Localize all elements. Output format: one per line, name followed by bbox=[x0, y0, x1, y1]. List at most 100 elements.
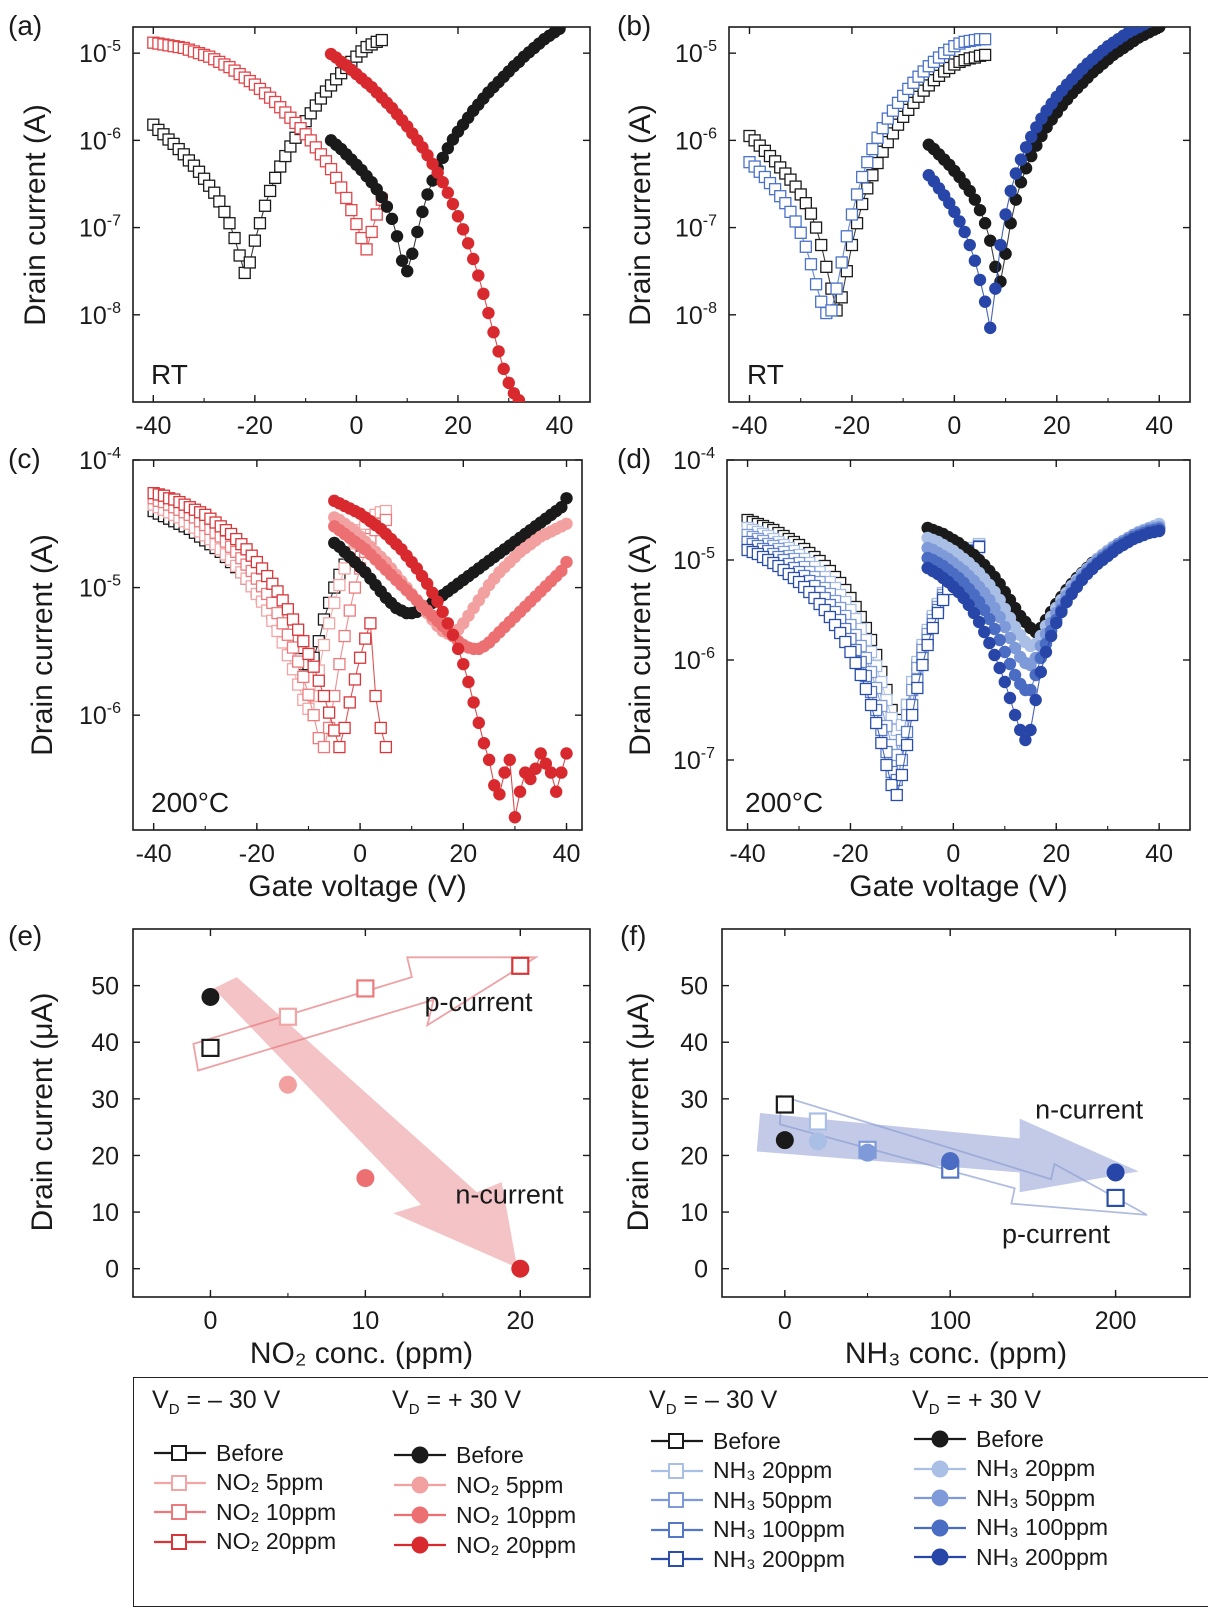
legend-square bbox=[668, 1492, 684, 1508]
data-point-circle bbox=[984, 321, 997, 335]
legend-item-label: Before bbox=[713, 1427, 781, 1454]
data-point-square bbox=[799, 240, 812, 253]
legend-item-label: NH₃ 20ppm bbox=[713, 1457, 833, 1483]
y-tick-label: 10-5 bbox=[673, 545, 715, 575]
data-point-square bbox=[875, 736, 888, 750]
data-point-square bbox=[338, 629, 351, 643]
data-point-circle bbox=[978, 625, 991, 639]
data-point-circle bbox=[436, 605, 449, 619]
data-point-circle bbox=[973, 273, 987, 287]
data-point-circle bbox=[1153, 12, 1165, 24]
data-point-square bbox=[281, 628, 294, 641]
data-point-circle bbox=[998, 675, 1011, 689]
data-point-circle bbox=[984, 234, 997, 247]
data-point-circle bbox=[390, 230, 404, 243]
data-point-square bbox=[223, 217, 236, 230]
legend-circle-marker-icon bbox=[394, 1506, 446, 1524]
data-point-square bbox=[233, 249, 246, 262]
legend-header-symbol: V bbox=[392, 1386, 409, 1414]
plot-area bbox=[741, 513, 1166, 802]
data-point-circle bbox=[983, 636, 996, 650]
legend-square bbox=[668, 1462, 684, 1479]
data-point-square bbox=[866, 169, 879, 182]
data-point-circle bbox=[1008, 708, 1022, 722]
panel-label: (e) bbox=[8, 920, 42, 951]
data-point-circle bbox=[1025, 130, 1038, 144]
plot-frame bbox=[132, 26, 591, 403]
data-point-square bbox=[775, 1095, 794, 1114]
data-point-circle bbox=[503, 753, 516, 767]
legend-header-value: = – 30 V bbox=[179, 1386, 281, 1414]
data-point-square bbox=[804, 207, 818, 220]
data-point-circle bbox=[451, 210, 465, 223]
data-point-circle bbox=[998, 620, 1011, 634]
data-point-square bbox=[854, 668, 867, 682]
data-point-square bbox=[861, 182, 874, 195]
condition-annotation: RT bbox=[747, 359, 784, 390]
data-point-square bbox=[253, 217, 267, 230]
data-point-square bbox=[870, 716, 883, 730]
legend-item: NH₃ 200ppm bbox=[649, 1544, 845, 1574]
legend-item: Before bbox=[152, 1438, 284, 1468]
data-point-circle bbox=[1152, 524, 1166, 538]
data-point-square bbox=[370, 208, 383, 221]
data-point-square bbox=[271, 606, 284, 620]
data-point-square bbox=[322, 617, 336, 630]
legend-header-value: = + 30 V bbox=[419, 1386, 521, 1414]
legend-item-label: Before bbox=[456, 1441, 524, 1468]
data-point-square bbox=[864, 698, 878, 712]
y-axis-label: Drain current (μA) bbox=[26, 992, 59, 1231]
data-point-square bbox=[931, 606, 945, 620]
legend-circle bbox=[411, 1536, 429, 1554]
data-point-circle bbox=[972, 615, 986, 629]
data-point-circle bbox=[482, 306, 495, 320]
x-axis-label: Gate voltage (V) bbox=[248, 870, 466, 903]
legend-item-label: NH₃ 200ppm bbox=[713, 1545, 846, 1572]
legend-item-label: NH₃ 20ppm bbox=[976, 1455, 1096, 1481]
legend-square bbox=[668, 1521, 684, 1538]
n-current-label: n-current bbox=[1035, 1095, 1144, 1125]
data-point-square bbox=[906, 698, 919, 712]
condition-annotation: RT bbox=[151, 359, 188, 390]
legend-header-symbol: V bbox=[912, 1386, 929, 1414]
plot-frame bbox=[726, 459, 1191, 831]
data-point-square bbox=[317, 740, 331, 754]
legend-circle bbox=[931, 1519, 949, 1536]
plot-area bbox=[147, 487, 573, 824]
data-point-circle bbox=[560, 517, 573, 530]
data-point-square bbox=[333, 578, 346, 592]
data-point-square bbox=[213, 195, 226, 208]
data-point-square bbox=[328, 724, 341, 737]
legend-circle-marker-icon bbox=[394, 1536, 446, 1554]
data-point-square bbox=[850, 188, 864, 201]
legend-square-marker-icon bbox=[651, 1521, 703, 1538]
legend-item-label: NH₃ 50ppm bbox=[713, 1486, 833, 1513]
data-point-circle bbox=[461, 237, 475, 250]
data-point-square bbox=[511, 956, 530, 975]
data-point-square bbox=[808, 1112, 828, 1131]
data-point-circle bbox=[989, 282, 1002, 295]
legend-item-label: NO₂ 10ppm bbox=[216, 1498, 337, 1525]
y-tick-label: 20 bbox=[680, 1142, 708, 1170]
data-point-square bbox=[844, 645, 857, 659]
legend-circle-marker-icon bbox=[914, 1548, 966, 1566]
data-point-circle bbox=[441, 186, 455, 199]
legend-square bbox=[171, 1474, 187, 1491]
panel-b: (b) -40 -20 0 20 40 10-5 10-6 10-7 10-8 Drain curr… bbox=[617, 10, 1191, 440]
legend-square bbox=[171, 1533, 187, 1550]
data-point-circle bbox=[967, 606, 981, 620]
data-point-square bbox=[365, 225, 378, 239]
legend-circle bbox=[411, 1446, 429, 1464]
y-tick-label: 10-4 bbox=[79, 445, 121, 475]
data-point-circle bbox=[1055, 605, 1068, 619]
data-point-circle bbox=[385, 212, 399, 226]
data-point-circle bbox=[941, 1152, 960, 1171]
data-point-circle bbox=[1003, 691, 1017, 705]
data-point-square bbox=[281, 603, 294, 616]
x-axis-label: NO₂ conc. (ppm) bbox=[250, 1337, 473, 1370]
data-point-circle bbox=[472, 269, 485, 282]
n-current-arrow bbox=[213, 977, 518, 1268]
data-point-square bbox=[286, 641, 300, 654]
x-tick-label: 0 bbox=[204, 1307, 218, 1335]
legend-item-label: NO₂ 10ppm bbox=[456, 1501, 577, 1528]
